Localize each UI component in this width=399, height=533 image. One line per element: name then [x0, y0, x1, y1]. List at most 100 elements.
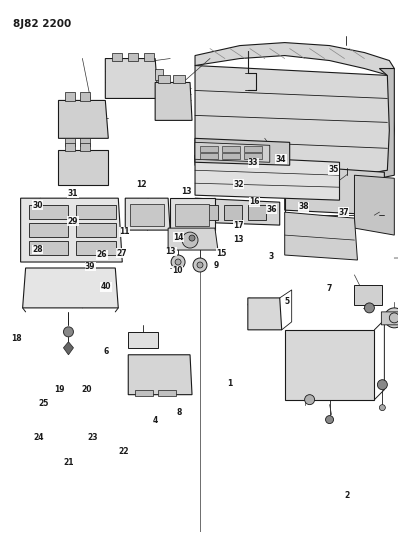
Bar: [128, 53, 138, 61]
Bar: [158, 76, 170, 84]
Polygon shape: [155, 83, 192, 120]
Text: 2: 2: [344, 490, 349, 499]
Polygon shape: [21, 198, 122, 262]
Bar: [29, 241, 69, 255]
Text: 33: 33: [248, 158, 259, 167]
Text: 35: 35: [329, 165, 339, 174]
Bar: [173, 76, 185, 84]
Polygon shape: [128, 355, 192, 394]
Text: 12: 12: [136, 180, 147, 189]
Text: 13: 13: [182, 187, 192, 196]
Circle shape: [189, 235, 195, 241]
Text: 25: 25: [38, 399, 49, 408]
Bar: [65, 139, 75, 147]
Bar: [29, 205, 69, 219]
Polygon shape: [340, 69, 394, 182]
Polygon shape: [285, 165, 384, 215]
Circle shape: [197, 262, 203, 268]
Polygon shape: [63, 342, 73, 355]
Polygon shape: [248, 298, 282, 330]
Bar: [200, 147, 218, 152]
Polygon shape: [59, 100, 108, 139]
Text: 6: 6: [103, 347, 109, 356]
Bar: [135, 390, 153, 395]
Polygon shape: [195, 155, 340, 200]
Polygon shape: [195, 198, 280, 225]
Bar: [81, 139, 91, 147]
Bar: [200, 205, 218, 220]
Circle shape: [384, 308, 399, 328]
Circle shape: [193, 258, 207, 272]
Text: 1: 1: [227, 379, 232, 388]
Bar: [175, 204, 209, 226]
Text: 10: 10: [172, 266, 183, 275]
Polygon shape: [195, 142, 270, 162]
Polygon shape: [285, 212, 358, 260]
Text: 29: 29: [68, 217, 78, 226]
Text: 11: 11: [119, 228, 130, 237]
Circle shape: [377, 379, 387, 390]
Text: 24: 24: [33, 433, 44, 442]
Bar: [155, 69, 163, 80]
Polygon shape: [170, 198, 215, 230]
Polygon shape: [285, 330, 374, 400]
Text: 16: 16: [249, 197, 260, 206]
Text: 23: 23: [87, 433, 97, 442]
Circle shape: [304, 394, 314, 405]
Bar: [65, 143, 75, 151]
Text: 19: 19: [54, 385, 65, 394]
Circle shape: [364, 303, 374, 313]
Bar: [29, 223, 69, 237]
Bar: [222, 154, 240, 159]
Circle shape: [175, 259, 181, 265]
Circle shape: [326, 416, 334, 424]
Text: 38: 38: [298, 203, 309, 212]
Text: 34: 34: [276, 155, 286, 164]
Text: 20: 20: [81, 385, 91, 394]
Polygon shape: [195, 139, 290, 165]
Polygon shape: [128, 332, 158, 348]
Bar: [248, 205, 266, 220]
Polygon shape: [125, 198, 170, 230]
Circle shape: [379, 405, 385, 410]
Text: 3: 3: [269, 253, 274, 261]
Text: 40: 40: [101, 282, 111, 291]
Bar: [244, 147, 262, 152]
Text: 32: 32: [233, 180, 244, 189]
Text: 26: 26: [97, 251, 107, 260]
Bar: [81, 143, 91, 151]
Polygon shape: [105, 59, 158, 99]
Bar: [200, 154, 218, 159]
Text: 37: 37: [338, 208, 349, 217]
Circle shape: [182, 232, 198, 248]
Text: 9: 9: [213, 261, 219, 270]
Text: 36: 36: [267, 205, 277, 214]
Text: 15: 15: [216, 249, 227, 258]
Text: 13: 13: [166, 247, 176, 256]
Bar: [77, 205, 116, 219]
Circle shape: [171, 255, 185, 269]
Text: 22: 22: [119, 447, 129, 456]
Circle shape: [389, 313, 399, 323]
Bar: [112, 53, 122, 61]
Bar: [77, 241, 116, 255]
Polygon shape: [59, 150, 108, 185]
Polygon shape: [195, 43, 394, 76]
Text: 39: 39: [85, 262, 95, 271]
Text: 27: 27: [117, 249, 127, 258]
Text: 31: 31: [68, 189, 78, 198]
Bar: [130, 204, 164, 226]
Circle shape: [63, 327, 73, 337]
Text: 28: 28: [32, 245, 43, 254]
Text: 5: 5: [284, 296, 290, 305]
Text: 17: 17: [233, 221, 244, 230]
Text: 7: 7: [326, 284, 332, 293]
Polygon shape: [354, 175, 394, 235]
Polygon shape: [381, 312, 399, 325]
Polygon shape: [195, 66, 394, 178]
Text: 14: 14: [174, 233, 184, 242]
Text: 4: 4: [153, 416, 158, 425]
Bar: [244, 154, 262, 159]
Bar: [144, 53, 154, 61]
Text: 30: 30: [32, 201, 43, 210]
